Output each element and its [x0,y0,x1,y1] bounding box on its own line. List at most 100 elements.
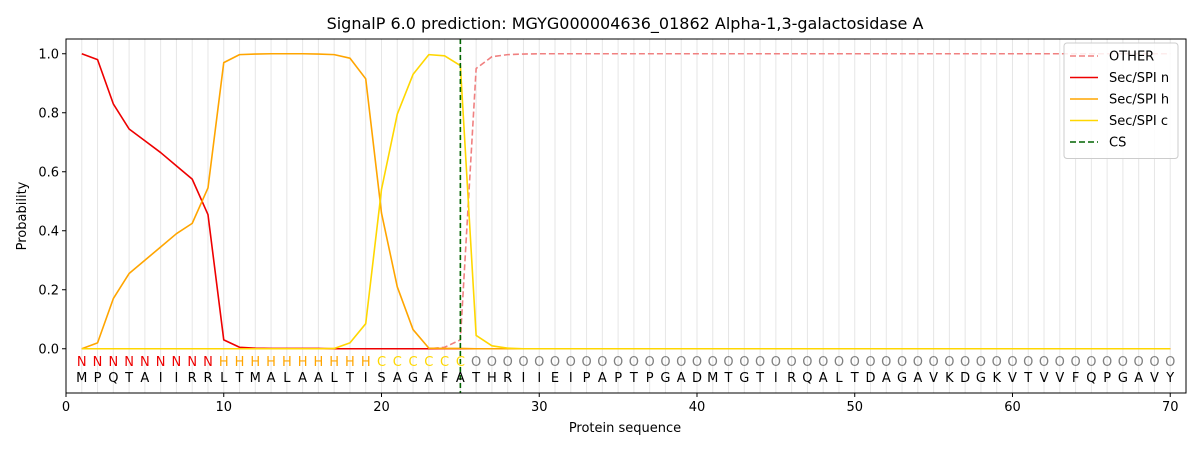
residue-label: A [140,371,149,386]
state-label: O [818,355,828,370]
state-label: O [692,355,702,370]
residue-label: I [774,371,778,386]
residue-label: R [188,371,197,386]
state-label: O [739,355,749,370]
residue-label: P [646,371,654,386]
state-label: H [298,355,308,370]
state-label: N [124,355,134,370]
state-label: O [755,355,765,370]
plot-frame [65,38,1187,394]
residue-label: E [551,371,559,386]
residue-label: A [598,371,607,386]
residue-label: T [724,371,733,386]
state-label: O [1165,355,1175,370]
state-label: C [393,355,402,370]
state-label: N [203,355,213,370]
residue-label: Q [802,371,812,386]
state-label: C [377,355,386,370]
residue-label: P [94,371,102,386]
state-label: O [850,355,860,370]
state-label: O [660,355,670,370]
residue-label: P [1103,371,1111,386]
residue-label: A [677,371,686,386]
state-label: O [676,355,686,370]
residue-label: I [175,371,179,386]
residue-label: A [267,371,276,386]
state-label: O [503,355,513,370]
residue-label: G [1118,371,1128,386]
state-label: C [456,355,465,370]
state-label: O [1118,355,1128,370]
legend: OTHER Sec/SPI n Sec/SPI h Sec/SPI c CS [1063,42,1179,159]
residue-label: T [629,371,638,386]
state-label: N [187,355,197,370]
x-axis-label: Protein sequence [569,421,681,436]
y-tick-label: 1.0 [38,47,59,62]
state-label: N [108,355,118,370]
state-label: N [156,355,166,370]
series-line-sec-spi-c [81,53,1171,350]
state-label: O [944,355,954,370]
residue-label: M [250,371,261,386]
residue-label: T [471,371,480,386]
x-tick-label: 0 [62,400,70,415]
residue-label: T [850,371,859,386]
series-line-other [81,52,1171,350]
state-label: O [471,355,481,370]
state-label: H [266,355,276,370]
x-tick-label: 30 [531,400,548,415]
y-tick-label: 0.4 [38,224,59,239]
state-label: O [487,355,497,370]
residue-label: A [456,371,465,386]
residue-label: G [660,371,670,386]
state-label: O [723,355,733,370]
grid [81,39,1171,393]
x-tick-label: 70 [1162,400,1179,415]
residue-label: A [913,371,922,386]
residue-label: D [865,371,875,386]
residue-label: S [377,371,385,386]
state-label: H [250,355,260,370]
residue-label: T [755,371,764,386]
residue-label: K [992,371,1001,386]
state-label: O [834,355,844,370]
sequence-labels: NMNPNQNTNANININRNRHLHTHMHAHLHAHAHLHTHICS… [76,355,1175,386]
residue-label: L [835,371,843,386]
residue-label: V [1040,371,1049,386]
legend-box [1063,42,1179,159]
state-label: H [282,355,292,370]
residue-label: P [583,371,591,386]
state-label: N [140,355,150,370]
x-tick-label: 60 [1004,400,1021,415]
residue-label: A [819,371,828,386]
state-label: N [172,355,182,370]
state-label: H [219,355,229,370]
state-label: O [881,355,891,370]
legend-entry: Sec/SPI h [1109,93,1169,108]
residue-label: V [1055,371,1064,386]
state-label: C [409,355,418,370]
x-tick-label: 40 [689,400,706,415]
residue-label: Q [1086,371,1096,386]
residue-label: H [487,371,497,386]
residue-label: D [960,371,970,386]
state-label: O [1149,355,1159,370]
state-label: N [77,355,87,370]
state-label: O [992,355,1002,370]
series-lines [81,52,1171,350]
residue-label: V [929,371,938,386]
state-label: O [534,355,544,370]
residue-label: R [787,371,796,386]
state-label: O [613,355,623,370]
y-axis-ticks: 0.0 0.2 0.4 0.6 0.8 1.0 [38,47,66,357]
state-label: O [802,355,812,370]
state-label: H [329,355,339,370]
residue-label: M [707,371,718,386]
residue-label: G [408,371,418,386]
chart-title: SignalP 6.0 prediction: MGYG000004636_01… [327,14,924,34]
state-label: O [787,355,797,370]
state-label: O [1134,355,1144,370]
residue-label: G [897,371,907,386]
residue-label: I [569,371,573,386]
